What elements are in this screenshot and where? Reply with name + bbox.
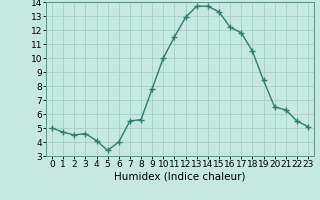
X-axis label: Humidex (Indice chaleur): Humidex (Indice chaleur) (114, 172, 246, 182)
